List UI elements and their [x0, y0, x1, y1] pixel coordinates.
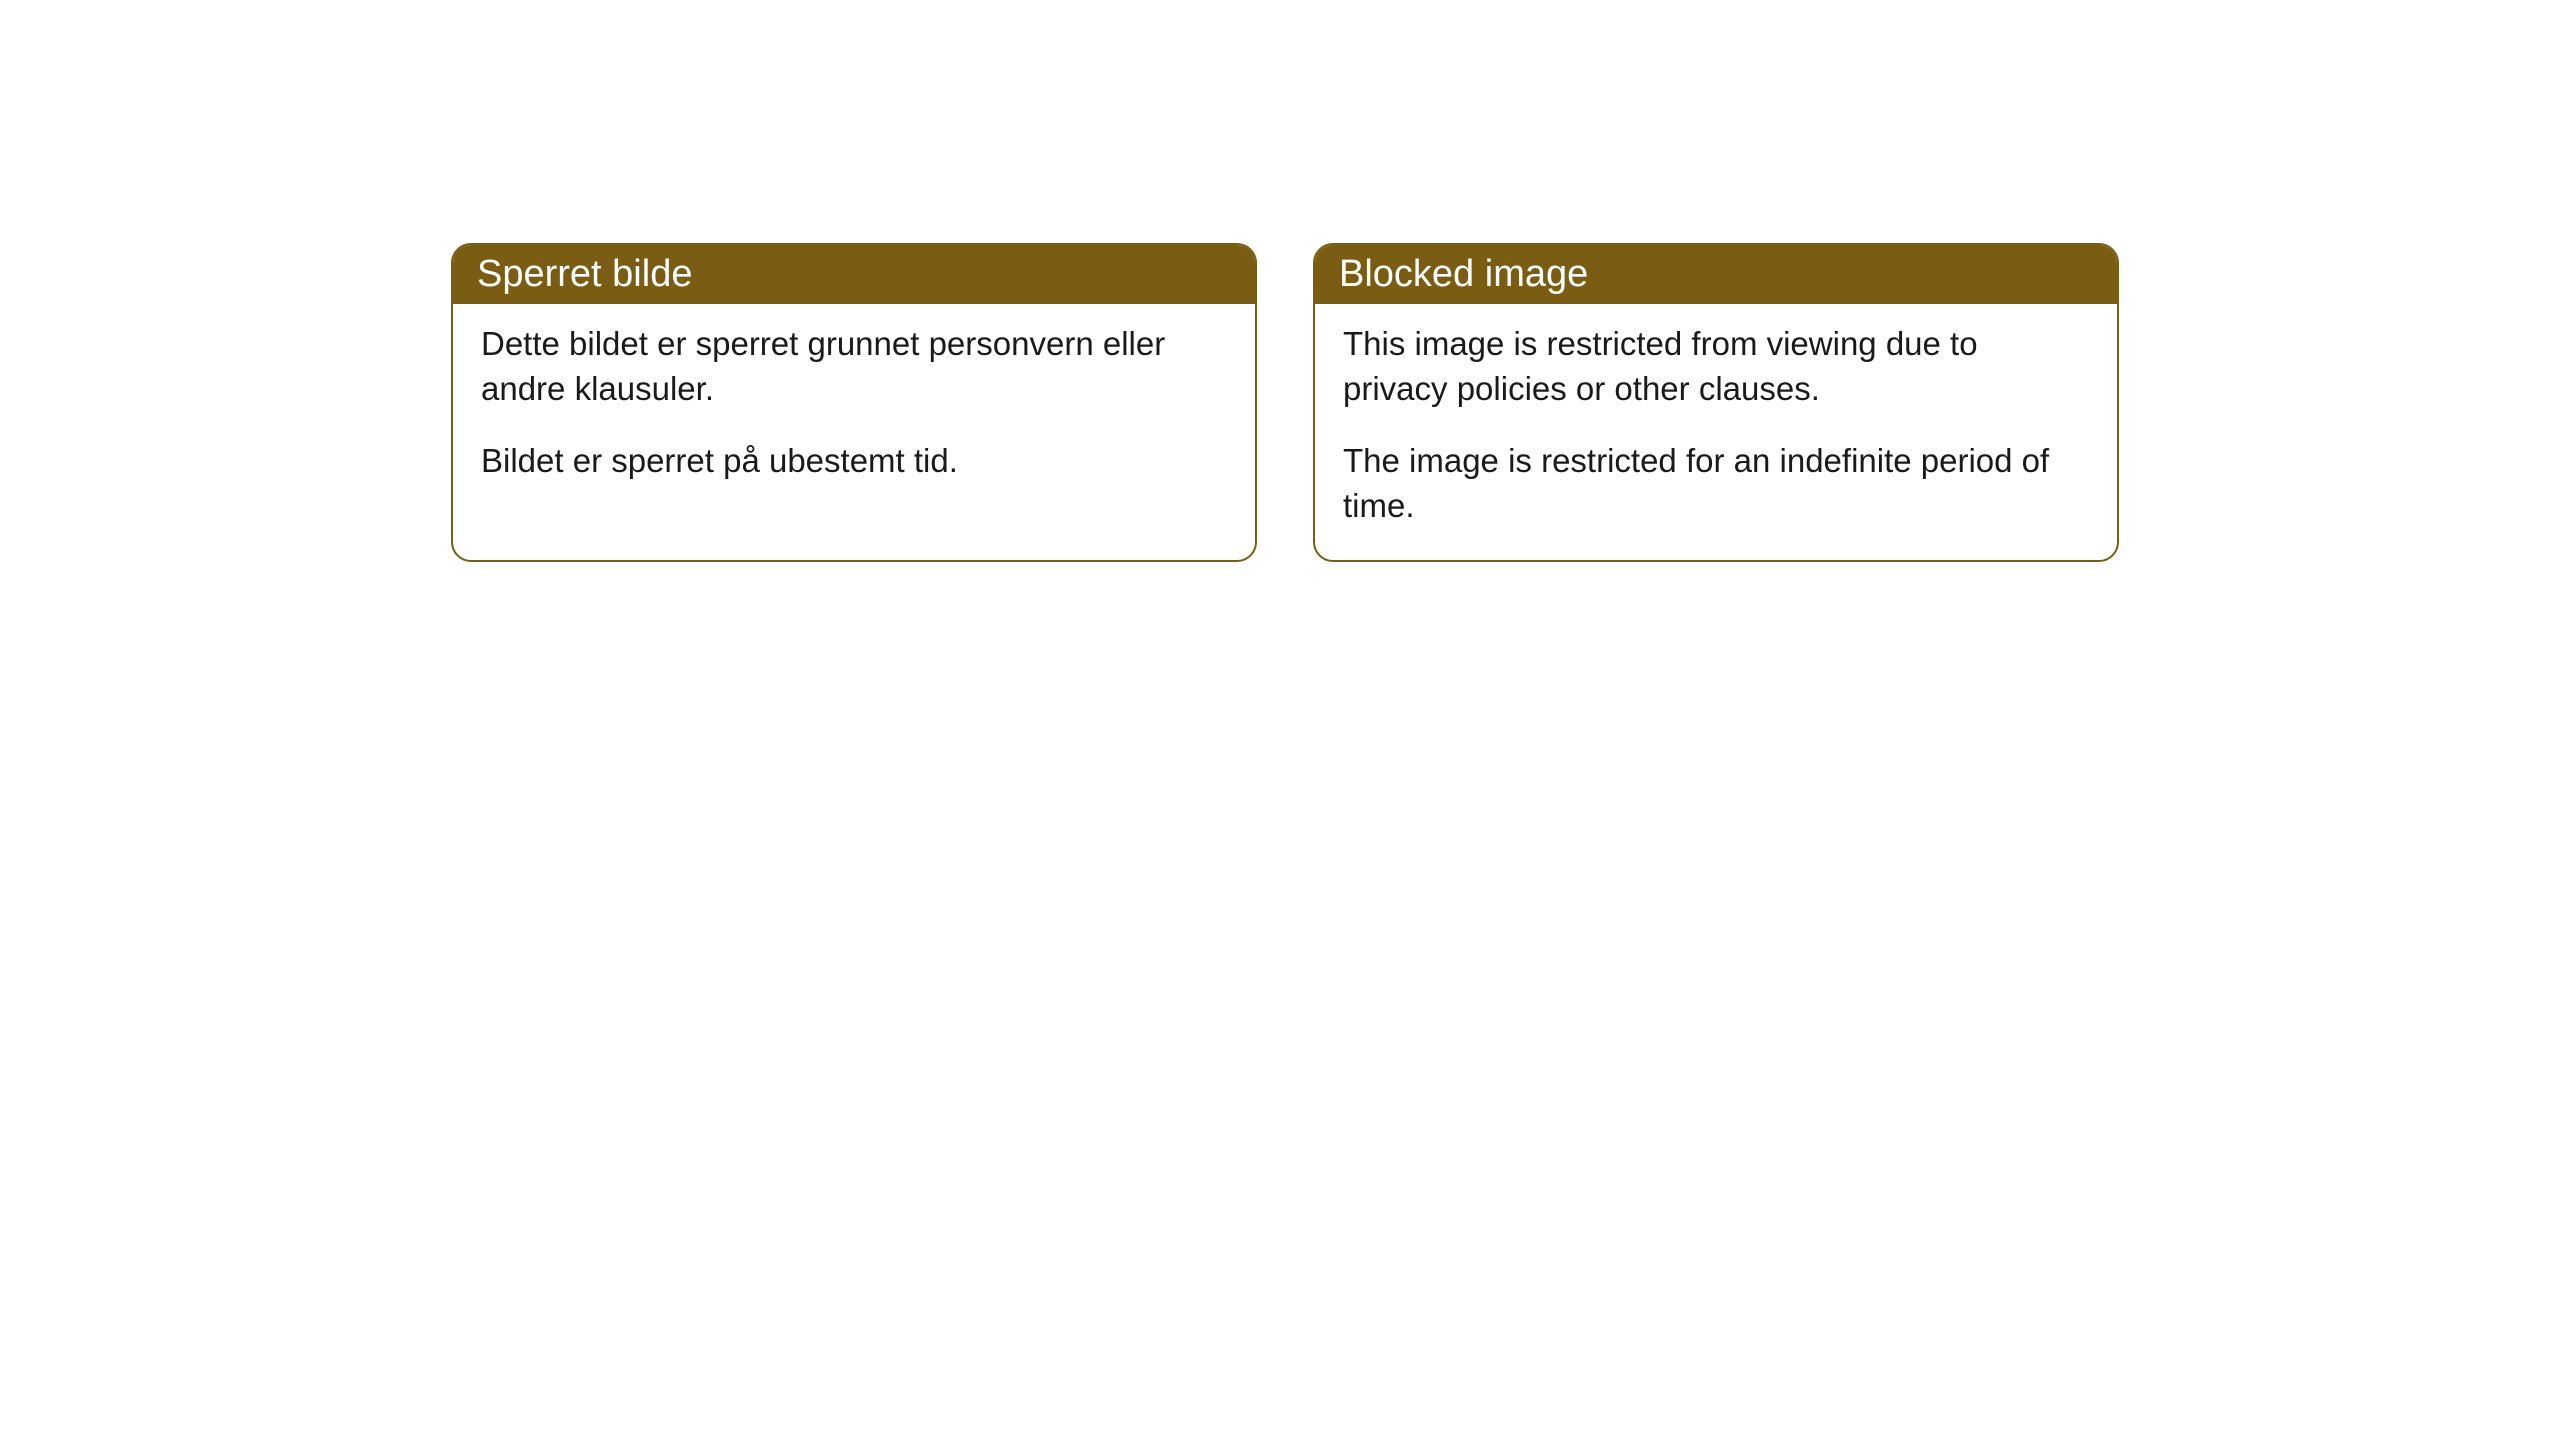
english-notice-card: Blocked image This image is restricted f…: [1313, 243, 2119, 562]
norwegian-paragraph-2: Bildet er sperret på ubestemt tid.: [481, 439, 1227, 484]
english-paragraph-2: The image is restricted for an indefinit…: [1343, 439, 2089, 528]
notice-cards-container: Sperret bilde Dette bildet er sperret gr…: [451, 243, 2119, 562]
english-card-body: This image is restricted from viewing du…: [1315, 304, 2117, 560]
norwegian-card-title: Sperret bilde: [453, 245, 1255, 304]
norwegian-paragraph-1: Dette bildet er sperret grunnet personve…: [481, 322, 1227, 411]
norwegian-card-body: Dette bildet er sperret grunnet personve…: [453, 304, 1255, 516]
english-card-title: Blocked image: [1315, 245, 2117, 304]
english-paragraph-1: This image is restricted from viewing du…: [1343, 322, 2089, 411]
norwegian-notice-card: Sperret bilde Dette bildet er sperret gr…: [451, 243, 1257, 562]
